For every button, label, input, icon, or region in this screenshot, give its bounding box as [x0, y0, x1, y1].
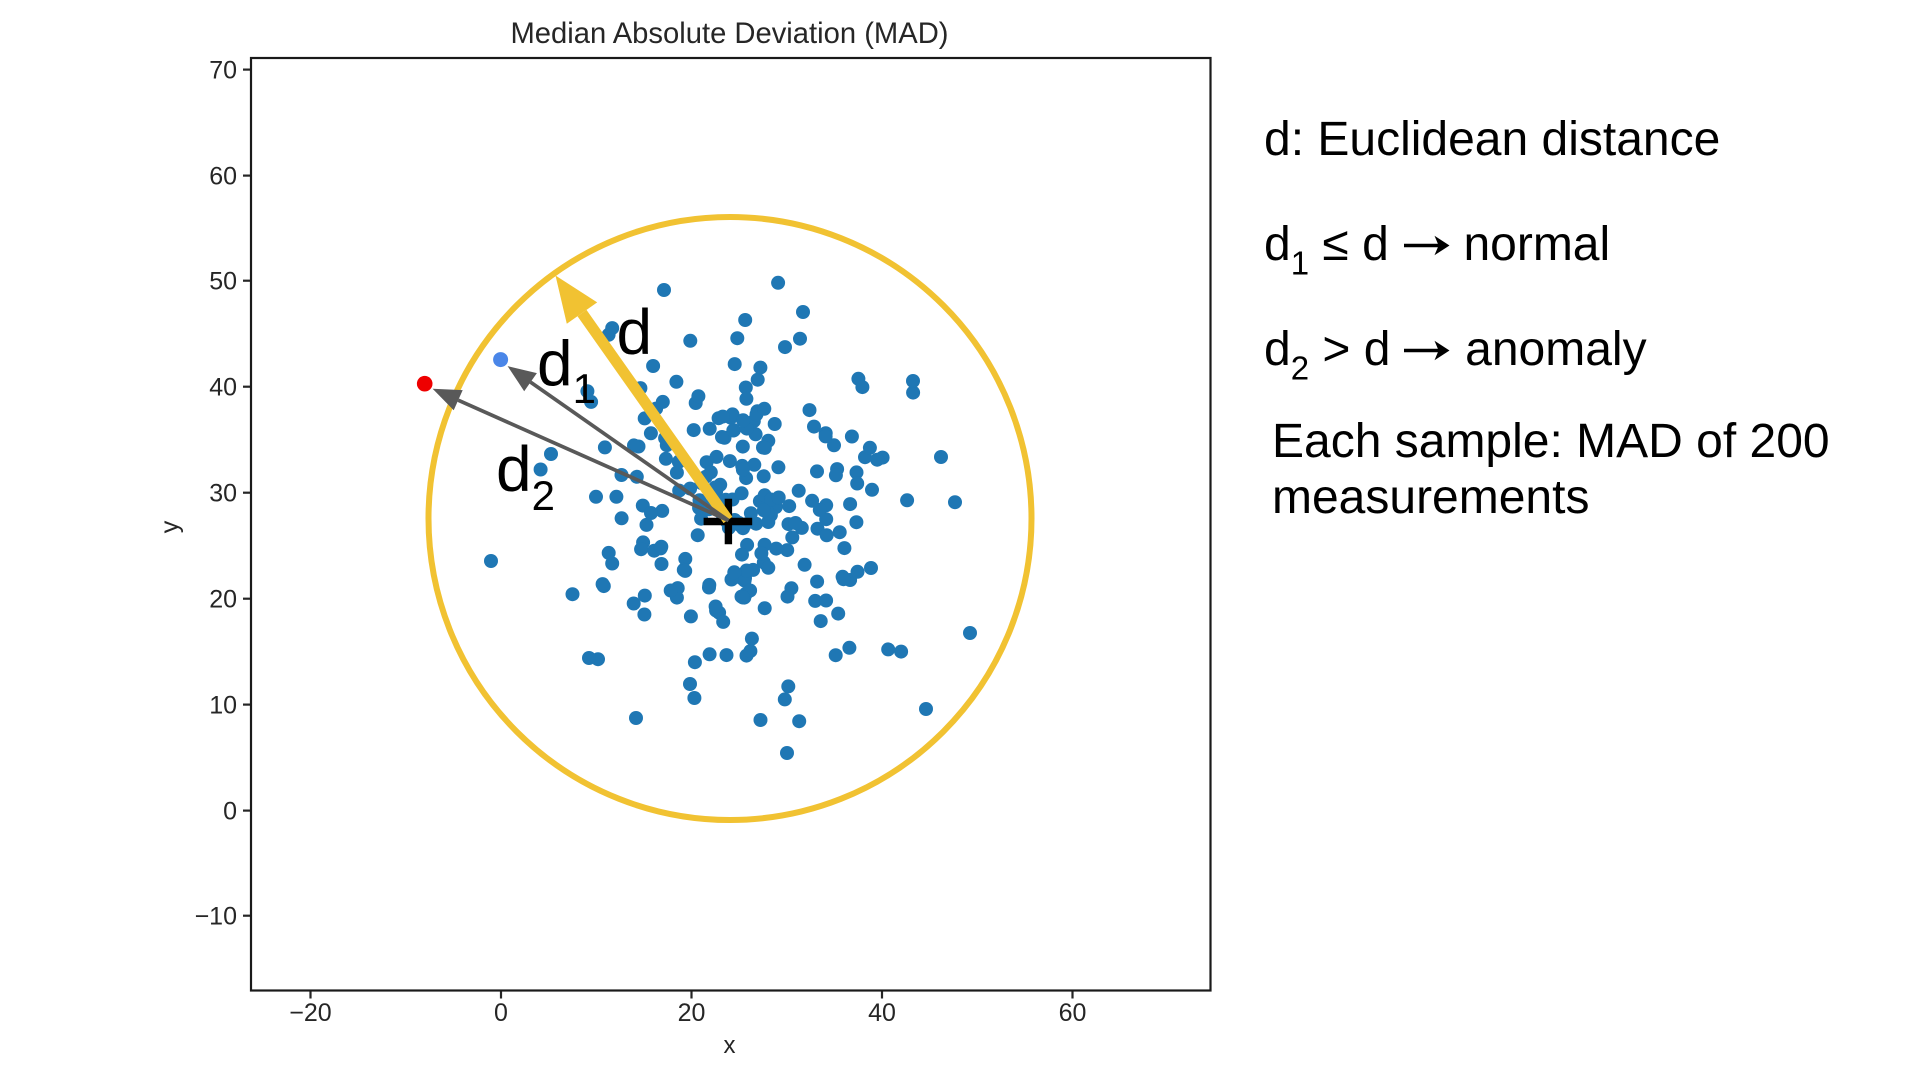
- svg-text:d2: d2: [496, 433, 555, 519]
- svg-text:Each sample: MAD of 200: Each sample: MAD of 200: [1272, 415, 1830, 468]
- svg-text:d1 ≤ d → normal: d1 ≤ d → normal: [1264, 218, 1610, 282]
- svg-text:40: 40: [868, 999, 896, 1027]
- svg-text:20: 20: [209, 586, 237, 614]
- svg-text:70: 70: [209, 57, 237, 85]
- svg-text:−10: −10: [195, 903, 237, 931]
- svg-text:−20: −20: [289, 999, 331, 1027]
- svg-text:0: 0: [223, 798, 237, 826]
- svg-text:d2 > d → anomaly: d2 > d → anomaly: [1264, 323, 1647, 387]
- svg-text:d: d: [617, 296, 653, 368]
- svg-text:60: 60: [1059, 999, 1087, 1027]
- svg-text:10: 10: [209, 692, 237, 720]
- svg-text:Median Absolute Deviation (MAD: Median Absolute Deviation (MAD): [510, 18, 948, 50]
- svg-text:40: 40: [209, 374, 237, 402]
- svg-text:30: 30: [209, 480, 237, 508]
- svg-text:0: 0: [494, 999, 508, 1027]
- svg-text:50: 50: [209, 268, 237, 296]
- svg-text:20: 20: [678, 999, 706, 1027]
- svg-text:d: Euclidean distance: d: Euclidean distance: [1264, 113, 1720, 166]
- svg-text:y: y: [156, 520, 184, 533]
- svg-text:x: x: [724, 1032, 736, 1059]
- svg-text:measurements: measurements: [1272, 471, 1589, 524]
- svg-text:60: 60: [209, 163, 237, 191]
